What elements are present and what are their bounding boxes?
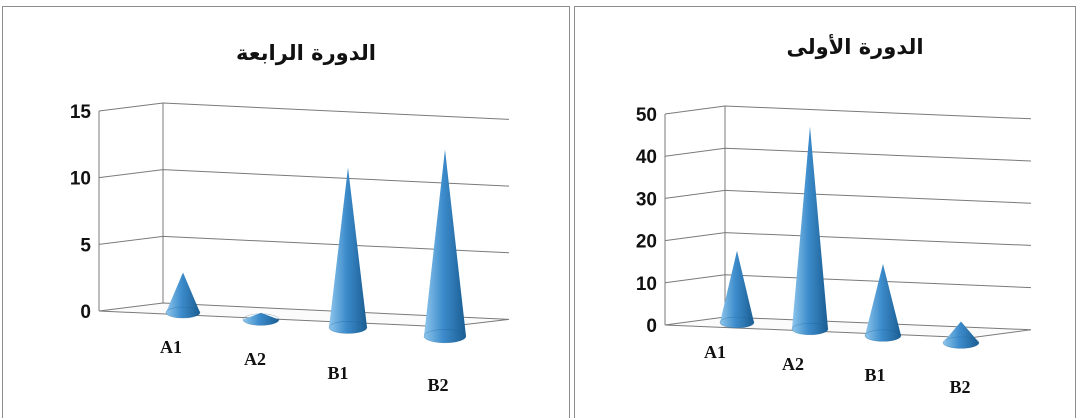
y-tick-label: 0: [646, 316, 657, 337]
chart-title: الدورة الأولى: [786, 35, 924, 59]
y-tick-label: 20: [636, 232, 657, 253]
cone-body: [720, 250, 754, 328]
cone-base: [864, 329, 902, 342]
cone-body: [865, 263, 901, 342]
cone-base: [165, 306, 201, 319]
cone-body: [243, 312, 279, 326]
cone-base: [328, 321, 368, 334]
cone-chart-first-round: 0 10 20 30 40 50 A1 A2 B1 B2: [636, 105, 1032, 397]
cone-base: [719, 316, 755, 329]
cone-body: [166, 272, 200, 318]
cone-body: [424, 149, 466, 343]
chart-title: الدورة الرابعة: [236, 41, 376, 65]
gridline: [664, 274, 1032, 289]
cone-base: [242, 313, 280, 326]
chart-floor: [664, 316, 1032, 339]
cone-base: [942, 336, 980, 349]
y-tick-label: 10: [636, 274, 657, 295]
chart-panel-first-round: الدورة الأولى 0 10 20 30 40 50 A1 A2 B1 B2: [574, 6, 1076, 418]
cone-body: [943, 321, 979, 349]
cone-bar: [864, 263, 902, 342]
cone-bar: [719, 250, 755, 329]
y-tick-label: 5: [80, 235, 91, 256]
cone-bar: [165, 272, 201, 319]
x-tick-label: A2: [244, 349, 266, 369]
cone-body: [792, 126, 828, 335]
y-tick-label: 10: [70, 169, 91, 190]
gridline: [664, 232, 1032, 246]
x-tick-label: B1: [327, 363, 348, 383]
gridline: [98, 102, 510, 120]
y-tick-label: 40: [636, 147, 657, 168]
x-tick-label: A1: [704, 342, 726, 362]
x-tick-label: A2: [782, 354, 804, 374]
chart-floor: [98, 302, 510, 328]
cone-base: [791, 322, 829, 336]
chart-panel-fourth-round: الدورة الرابعة 0 5 10 15 A1 A2 B1 B2: [2, 6, 570, 418]
cone-bar: [423, 149, 467, 344]
cone-bar: [328, 167, 368, 334]
x-tick-label: B1: [864, 365, 885, 385]
cone-bar: [242, 312, 280, 326]
cone-bar: [791, 126, 829, 336]
y-tick-label: 50: [636, 105, 657, 126]
gridline: [664, 189, 1032, 204]
x-tick-label: B2: [949, 377, 970, 397]
cone-bar: [942, 321, 980, 349]
gridline: [664, 105, 1032, 120]
cone-body: [329, 167, 367, 334]
gridline: [664, 147, 1032, 162]
cone-base: [423, 329, 467, 344]
x-tick-label: A1: [160, 337, 182, 357]
cone-chart-fourth-round: 0 5 10 15 A1 A2 B1 B2: [70, 102, 510, 395]
y-tick-label: 0: [80, 302, 91, 323]
y-tick-label: 30: [636, 189, 657, 210]
x-tick-label: B2: [427, 375, 448, 395]
y-tick-label: 15: [70, 102, 92, 123]
